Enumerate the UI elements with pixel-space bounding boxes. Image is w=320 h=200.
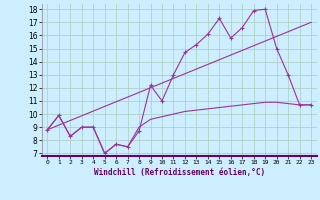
X-axis label: Windchill (Refroidissement éolien,°C): Windchill (Refroidissement éolien,°C) <box>94 168 265 177</box>
